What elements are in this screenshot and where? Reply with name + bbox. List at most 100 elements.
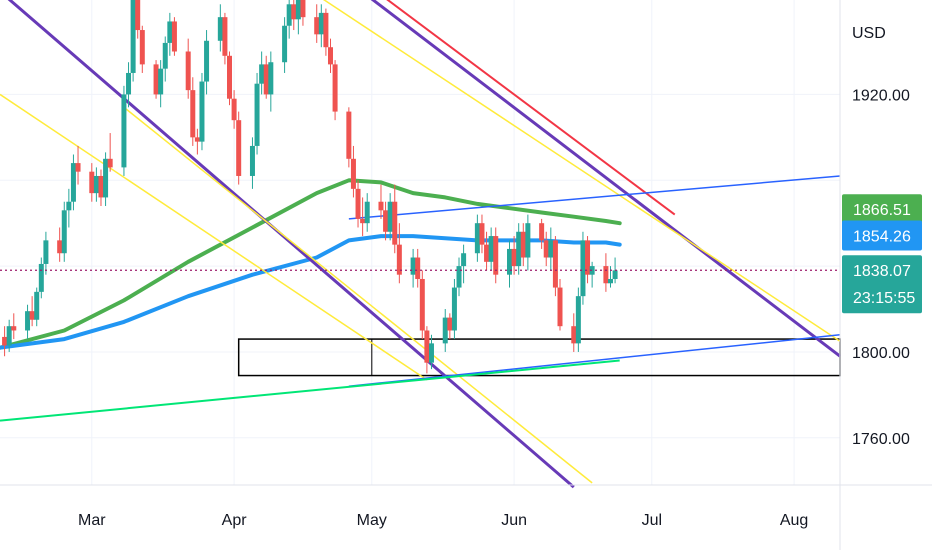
candle — [415, 248, 421, 288]
candle-body — [162, 42, 168, 69]
candle — [130, 0, 136, 82]
candle — [410, 248, 416, 288]
candle-body — [93, 175, 99, 194]
candle — [603, 253, 609, 292]
candle — [447, 313, 453, 340]
candle — [199, 72, 205, 151]
ma-green — [0, 178, 622, 350]
candle — [25, 304, 31, 340]
candle — [61, 201, 67, 262]
candle-body — [194, 137, 200, 142]
candle — [268, 51, 274, 112]
candle — [291, 0, 297, 31]
candle-body — [11, 326, 17, 331]
candle-body — [447, 317, 453, 331]
candle — [511, 236, 517, 275]
y-tick-label: 1800.00 — [852, 345, 910, 362]
candle-body — [2, 336, 8, 346]
candle — [387, 193, 393, 241]
candle — [520, 223, 526, 267]
candle-body — [236, 120, 242, 176]
candle — [327, 38, 333, 73]
red-channel-line — [386, 0, 676, 216]
candle-body — [217, 17, 223, 41]
candle-body — [139, 30, 145, 65]
candle-body — [520, 231, 526, 258]
candle — [98, 169, 104, 207]
purple-channel-upper — [370, 0, 841, 358]
yellow-line-mid — [0, 93, 428, 381]
candle — [557, 278, 563, 331]
candle — [585, 236, 591, 284]
candle — [70, 154, 76, 211]
green-trendline — [0, 359, 620, 422]
candle-body — [259, 64, 265, 84]
candle-body — [607, 278, 613, 284]
y-tick-label: 1760.00 — [852, 431, 910, 448]
candle-body — [511, 248, 517, 267]
candle — [461, 244, 467, 284]
candle-body — [204, 40, 210, 82]
candle-body — [350, 158, 356, 189]
candle-body — [66, 201, 72, 211]
candle — [75, 145, 81, 185]
candle — [323, 8, 329, 56]
candle-body — [98, 175, 104, 198]
candle-body — [451, 287, 457, 331]
plot-area[interactable] — [0, 0, 841, 489]
candle — [488, 227, 494, 271]
candle-body — [199, 81, 205, 142]
ma-green-tag-value: 1866.51 — [853, 202, 911, 219]
x-axis[interactable]: Mar Apr May Jun Jul Aug — [0, 484, 932, 529]
last-price-tag — [842, 255, 922, 314]
candle — [227, 51, 233, 106]
candle-body — [410, 257, 416, 275]
candle-body — [552, 240, 558, 288]
candle — [451, 278, 457, 340]
candle-body — [130, 0, 136, 73]
candle-body — [589, 266, 595, 275]
candle-body — [323, 12, 329, 48]
blue-channel-top — [348, 175, 841, 220]
candle — [295, 0, 301, 35]
candle — [231, 90, 237, 129]
candle — [355, 180, 361, 228]
candle-body — [107, 158, 113, 168]
candle — [34, 287, 40, 327]
candle — [507, 240, 513, 288]
candle-body — [38, 263, 44, 292]
candle — [29, 296, 35, 327]
candle — [571, 313, 577, 352]
x-tick-label: Jun — [501, 512, 527, 529]
candle — [259, 51, 265, 95]
candle-body — [282, 25, 288, 63]
candle-body — [479, 223, 485, 245]
candle-body — [295, 0, 301, 20]
candle — [360, 197, 366, 237]
candle-body — [516, 231, 522, 267]
candle — [222, 12, 228, 65]
candle — [456, 257, 462, 297]
candle-body — [89, 171, 95, 194]
candle — [525, 214, 531, 271]
candle — [493, 227, 499, 284]
purple-channel-lower — [7, 0, 575, 489]
candle-body — [585, 240, 591, 275]
candle-body — [557, 287, 563, 327]
candle-body — [603, 266, 609, 284]
candle — [442, 309, 448, 352]
candle — [158, 60, 164, 108]
candle-body — [360, 218, 366, 224]
candle — [314, 4, 320, 43]
candle-body — [474, 223, 480, 254]
candle-body — [171, 21, 177, 52]
candles — [2, 0, 618, 374]
candle-body — [525, 223, 531, 258]
candle-body — [493, 236, 499, 275]
candle-body — [314, 17, 320, 35]
trendlines — [0, 0, 841, 489]
candle-body — [135, 0, 141, 31]
price-tags: 1866.51 1854.26 1838.07 23:15:55 — [842, 194, 922, 314]
y-axis[interactable]: USD 1920.00 1800.00 1760.00 — [839, 0, 910, 550]
